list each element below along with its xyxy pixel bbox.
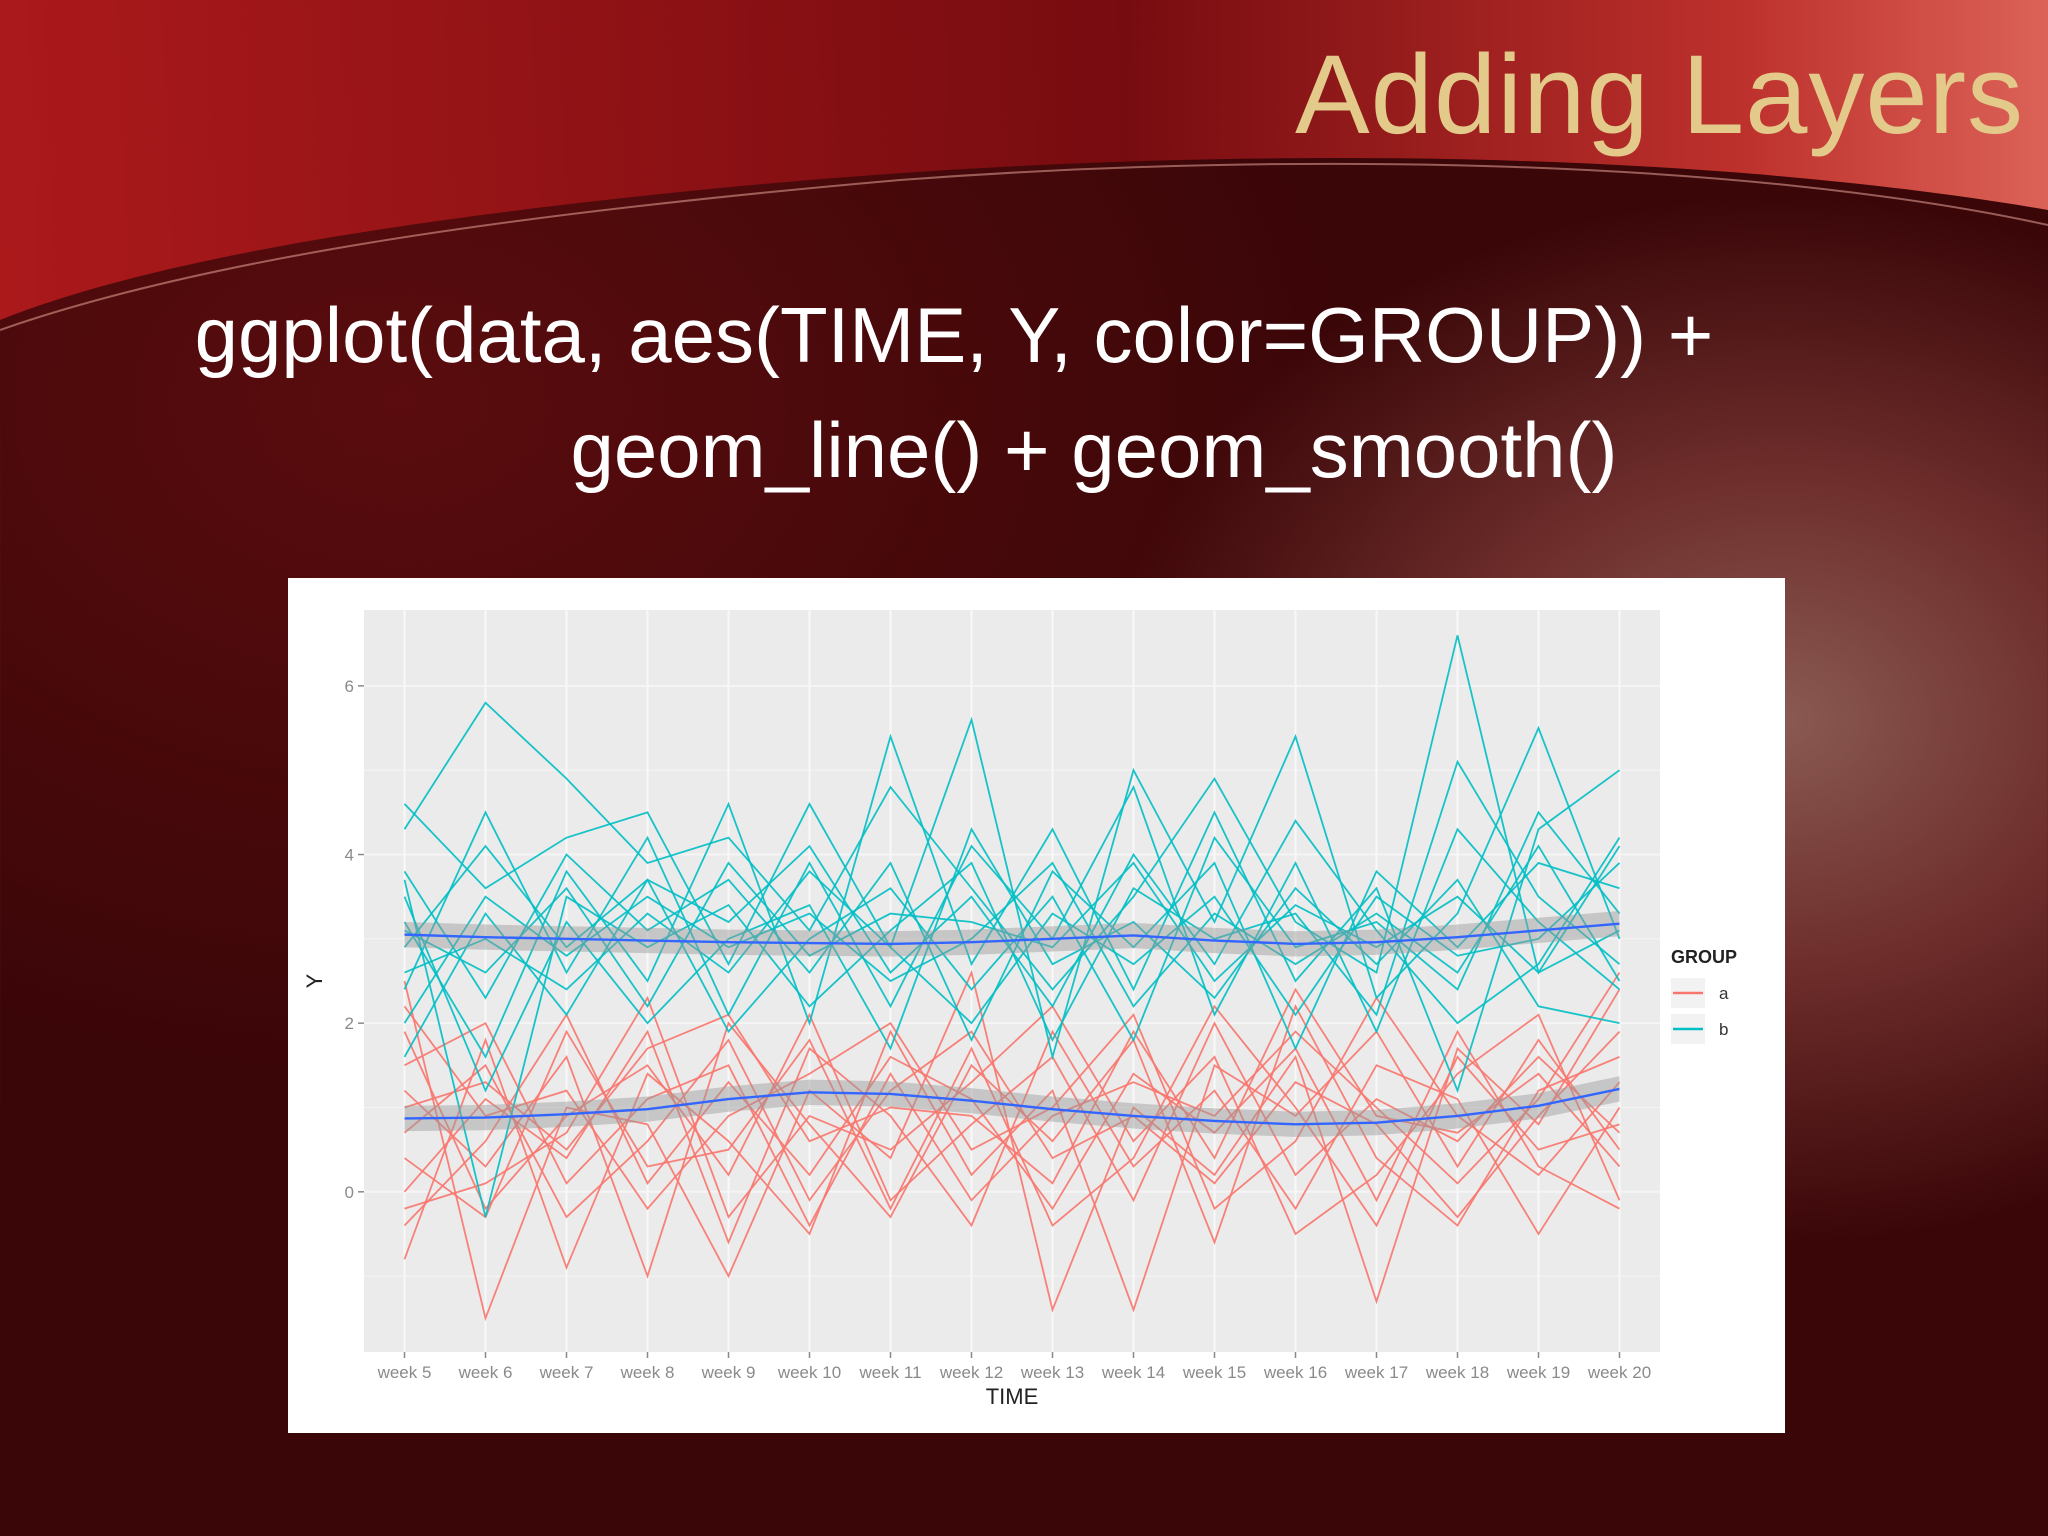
group-b-lines <box>403 635 1621 1218</box>
series-a-line-12 <box>404 987 1621 1185</box>
smooth-line-a <box>404 1087 1620 1126</box>
x-tick-label: week 7 <box>539 1363 594 1382</box>
y-tick-label: 6 <box>345 677 354 696</box>
y-tick-label: 4 <box>345 846 354 865</box>
x-tick-label: week 9 <box>701 1363 756 1382</box>
x-tick-label: week 19 <box>1506 1363 1570 1382</box>
series-a-line-3 <box>403 1004 1620 1279</box>
series-a-line-2 <box>403 1029 1621 1313</box>
plot-frame: 0 2 4 6 week 5 week 6 week 7 week 8 week 9 week 1… <box>288 578 1785 1433</box>
x-tick-label: week 15 <box>1182 1363 1246 1382</box>
legend-label-a: a <box>1719 984 1729 1003</box>
x-tick-label: week 18 <box>1425 1363 1489 1382</box>
smooth-ribbon-b <box>404 911 1620 957</box>
code-line-1: ggplot(data, aes(TIME, Y, color=GROUP)) … <box>194 291 1714 379</box>
legend-title: GROUP <box>1671 947 1737 967</box>
slide-title: Adding Layers <box>1294 32 2024 157</box>
legend-label-b: b <box>1719 1020 1728 1039</box>
group-a-lines <box>403 969 1621 1322</box>
plot-panel <box>364 610 1660 1352</box>
smooth-line-b <box>404 922 1620 946</box>
smooth-ribbon-a <box>404 1076 1620 1137</box>
x-tick-label: week 10 <box>777 1363 841 1382</box>
x-tick-label: week 14 <box>1101 1363 1165 1382</box>
x-tick-label: week 6 <box>458 1363 513 1382</box>
series-b-line-8 <box>403 810 1621 1043</box>
axes: 0 2 4 6 week 5 week 6 week 7 week 8 week 9 week 1… <box>345 677 1652 1382</box>
series-a-line-1 <box>403 969 1621 1322</box>
series-b-line-9 <box>403 759 1621 1218</box>
x-tick-label: week 5 <box>377 1363 432 1382</box>
series-b-line-4 <box>403 784 1621 1034</box>
x-tick-label: week 16 <box>1263 1363 1327 1382</box>
x-tick-label: week 13 <box>1020 1363 1084 1382</box>
series-b-line-11 <box>404 861 1620 1008</box>
x-tick-label: week 17 <box>1344 1363 1408 1382</box>
smooth-layer <box>404 911 1620 1137</box>
x-tick-label: week 20 <box>1587 1363 1651 1382</box>
x-tick-label: week 12 <box>939 1363 1003 1382</box>
series-b-line-10 <box>404 862 1621 1025</box>
y-tick-label: 2 <box>345 1014 354 1033</box>
series-b-line-5 <box>403 853 1620 1051</box>
series-b-line-1 <box>403 635 1621 991</box>
x-tick-label: week 8 <box>620 1363 675 1382</box>
series-a-line-8 <box>403 996 1621 1211</box>
series-b-line-12 <box>403 844 1621 1024</box>
y-tick-label: 0 <box>345 1183 354 1202</box>
ggplot-chart: 0 2 4 6 week 5 week 6 week 7 week 8 week 9 week 1… <box>302 610 1737 1409</box>
y-axis-title: Y <box>302 973 327 988</box>
series-a-line-10 <box>404 972 1621 1228</box>
legend: GROUP ab <box>1671 947 1737 1044</box>
x-tick-label: week 11 <box>858 1363 921 1382</box>
code-line-2: geom_line() + geom_smooth() <box>570 406 1618 494</box>
series-a-line-7 <box>403 1030 1621 1219</box>
x-axis-title: TIME <box>986 1384 1039 1409</box>
